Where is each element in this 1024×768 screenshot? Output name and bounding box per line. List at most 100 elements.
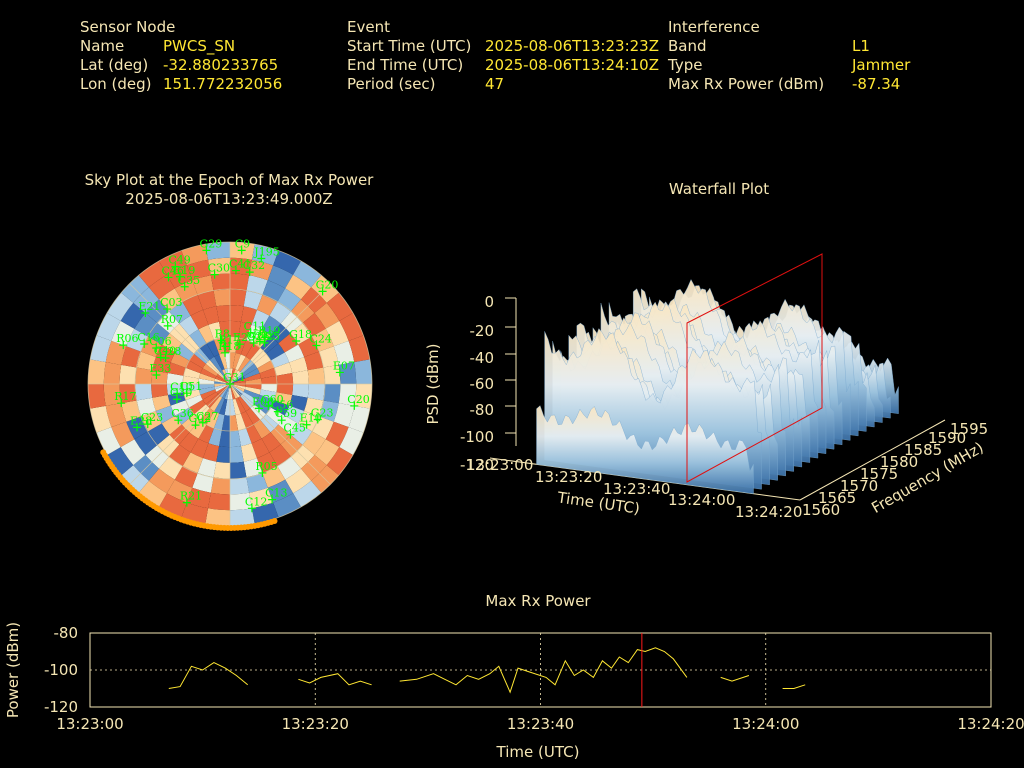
satellite-c25: C25: [257, 330, 280, 347]
skyplot-cell: [197, 290, 217, 310]
skyplot-cell: [348, 335, 370, 363]
skyplot-cell: [198, 424, 214, 444]
skyplot-cell: [235, 397, 246, 414]
satellite-marker: [133, 423, 142, 432]
satellite-label: R8: [215, 328, 230, 341]
satellite-marker: [237, 246, 246, 255]
satellite-label: G18: [289, 328, 312, 341]
skyplot-cell: [307, 384, 325, 401]
satellite-marker: [191, 421, 200, 430]
skyplot-cell: [209, 356, 223, 372]
skyplot-cell: [261, 384, 278, 393]
satellite-label: C06: [149, 335, 171, 348]
skyplot-cell: [138, 261, 167, 288]
satellite-marker: [255, 337, 264, 346]
skyplot-cell: [235, 354, 246, 371]
skyplot-cell: [221, 415, 230, 432]
skyplot-cell: [290, 423, 312, 445]
satellite-c46: C46: [161, 264, 184, 282]
waterfall-y-tick: 1595: [950, 420, 988, 438]
skyplot-cell: [230, 508, 255, 526]
satellite-label: E08: [252, 395, 274, 408]
skyplot-cell: [273, 250, 301, 275]
skyplot-cell: [120, 302, 146, 329]
skyplot-cell: [293, 480, 322, 507]
skyplot-cell: [284, 405, 305, 424]
skyplot-cell: [189, 353, 206, 369]
satellite-marker: [258, 468, 267, 477]
sensor-lon-value: 151.772232056: [163, 75, 283, 93]
skyplot-cell: [245, 378, 262, 384]
waterfall-y-tick: 1575: [860, 465, 898, 483]
interference-title: Interference: [668, 18, 760, 36]
skyplot-cell: [230, 461, 247, 479]
skyplot-cell: [333, 403, 355, 428]
satellite-marker: [140, 339, 149, 348]
skyplot-cell: [121, 400, 142, 422]
satellite-label: C23: [141, 411, 163, 424]
skyplot-cell: [219, 398, 228, 416]
satellite-label: G28: [159, 345, 182, 358]
skyplot-cell: [256, 295, 278, 316]
skyplot-cell: [210, 477, 230, 495]
skyplot-cell: [348, 405, 370, 433]
satellite-c60: C60: [261, 393, 284, 411]
skyplot-cell: [151, 384, 168, 398]
skyplot-cell: [304, 351, 324, 371]
satellite-c9: C9: [235, 237, 250, 255]
skyplot-cell: [197, 458, 217, 478]
skyplot-cell: [245, 384, 262, 390]
satellite-marker: [226, 380, 234, 388]
satellite-label: C49: [168, 254, 190, 267]
satellite-label: E07: [333, 359, 355, 372]
skyplot-cell: [240, 411, 254, 429]
skyplot-cell: [326, 447, 353, 476]
skyplot-cell: [246, 324, 262, 344]
skyplot-cell: [266, 343, 285, 361]
skyplot-cell: [222, 369, 230, 384]
skyplot-cell: [96, 427, 121, 455]
skyplot-cell: [227, 368, 230, 384]
sensor-lat-label: Lat (deg): [80, 56, 149, 74]
skyplot-cell: [219, 352, 228, 370]
skyplot-cell: [230, 305, 244, 322]
satellite-c56: C56: [271, 399, 293, 416]
skyplot-cell: [224, 352, 230, 369]
satellite-e10: E10: [300, 412, 322, 429]
event-period-value: 47: [485, 75, 505, 93]
skyplot-cell: [278, 333, 299, 353]
satellite-marker: [260, 338, 269, 347]
power-chart-grid: [90, 633, 991, 707]
skyplot-cell: [237, 356, 251, 372]
satellite-marker: [217, 336, 226, 345]
waterfall-z-ticks: 0 -20 -40 -60 -80 -100 -120: [460, 293, 494, 474]
satellite-marker: [163, 305, 172, 314]
skyplot-cell: [121, 346, 142, 368]
satellite-marker: [210, 270, 219, 279]
satellite-label: C12: [245, 495, 267, 508]
satellite-g23: G23: [311, 406, 334, 424]
satellite-e33: E33: [149, 362, 171, 379]
skyplot-cell: [230, 352, 236, 369]
skyplot-cell: [240, 339, 254, 357]
satellite-c13: C13: [265, 487, 288, 504]
skyplot-cell: [245, 408, 261, 425]
satellite-marker: [143, 420, 152, 429]
satellite-marker: [198, 418, 207, 427]
satellite-c27: C27: [196, 410, 218, 427]
satellite-label: G29: [199, 237, 222, 250]
satellite-label: R17: [218, 333, 240, 346]
skyplot-cell: [259, 389, 277, 401]
satellite-label: G02: [189, 412, 212, 425]
satellite-label: C32: [243, 259, 265, 272]
power-chart-x-tick: 13:23:00: [56, 715, 123, 733]
skyplot-cell: [257, 394, 275, 408]
skyplot-cell: [159, 250, 187, 275]
skyplot-cell: [105, 340, 127, 365]
skyplot-cell: [227, 384, 230, 400]
skyplot-cell: [167, 362, 186, 376]
satellite-j195: J195: [253, 245, 280, 263]
power-chart-y-tick: -80: [54, 624, 79, 642]
